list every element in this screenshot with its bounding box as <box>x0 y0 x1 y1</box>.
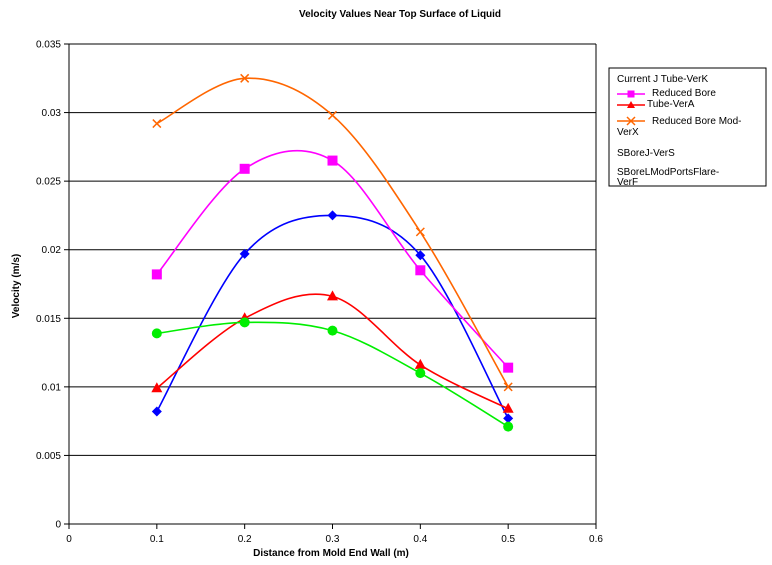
y-tick-label: 0.02 <box>42 245 62 256</box>
series-line <box>156 77 509 388</box>
data-point <box>151 382 163 393</box>
data-point <box>327 290 338 301</box>
legend-label-sborej-vers: SBoreJ-VerS <box>617 148 675 159</box>
series-line <box>156 321 509 428</box>
legend-label-reduced-bore-tube-vera-line1: Reduced Bore <box>652 88 716 99</box>
legend-box <box>608 67 767 187</box>
y-tick-label: 0 <box>55 520 61 531</box>
legend-label-reduced-bore-tube-vera-line2: Tube-VerA <box>647 99 695 110</box>
legend-label-sborelmodportsflare-verf-line1: SBoreLModPortsFlare- <box>617 167 719 178</box>
legend-marker-triangle <box>627 101 635 108</box>
series-3 <box>152 73 513 392</box>
y-tick-label: 0.03 <box>42 108 62 119</box>
data-point <box>152 119 162 129</box>
data-point <box>415 265 426 276</box>
data-point <box>503 362 514 373</box>
chart-title: Velocity Values Near Top Surface of Liqu… <box>299 9 501 20</box>
data-point <box>327 325 338 336</box>
series-layer <box>151 73 514 432</box>
legend-marker-square <box>627 90 635 98</box>
chart-axes: 0 0.005 0.01 0.015 0.02 0.025 0.03 0.035 0 0.1 0.2… <box>36 40 603 546</box>
x-tick-label: 0.3 <box>326 534 340 545</box>
series-4 <box>151 317 514 432</box>
legend-marker-x <box>626 116 636 126</box>
legend-label-reduced-bore-mod-verx-line2: VerX <box>617 127 639 138</box>
data-point <box>239 163 250 174</box>
series-2 <box>151 290 514 413</box>
x-tick-label: 0 <box>66 534 72 545</box>
data-point <box>240 73 250 83</box>
data-point <box>151 328 162 339</box>
series-0 <box>151 210 514 424</box>
legend-label-current-j-tube-verk: Current J Tube-VerK <box>617 74 708 85</box>
data-point <box>151 406 162 417</box>
y-axis-title: Velocity (m/s) <box>11 254 22 318</box>
series-line <box>156 214 509 419</box>
chart-legend: Current J Tube-VerK Reduced Bore Tube-Ve… <box>608 67 767 188</box>
x-tick-label: 0.2 <box>238 534 252 545</box>
y-tick-label: 0.01 <box>42 382 62 393</box>
y-tick-label: 0.035 <box>36 40 61 51</box>
data-point <box>327 155 338 166</box>
x-tick-label: 0.6 <box>589 534 603 545</box>
x-tick-label: 0.4 <box>413 534 427 545</box>
legend-label-reduced-bore-mod-verx-line1: Reduced Bore Mod- <box>652 116 742 127</box>
data-point <box>415 250 426 261</box>
y-tick-label: 0.005 <box>36 451 61 462</box>
data-point <box>151 269 162 280</box>
x-tick-label: 0.1 <box>150 534 164 545</box>
data-point <box>503 421 514 432</box>
data-point <box>239 248 250 259</box>
series-1 <box>151 149 514 373</box>
legend-label-sborelmodportsflare-verf-line2: VerF <box>617 177 638 188</box>
data-point <box>415 368 426 379</box>
chart-grid <box>69 43 596 456</box>
data-point <box>239 317 250 328</box>
data-point <box>327 210 338 221</box>
data-point <box>414 358 426 369</box>
y-tick-label: 0.025 <box>36 177 61 188</box>
data-point <box>415 227 425 237</box>
data-point <box>327 110 338 120</box>
x-axis-title: Distance from Mold End Wall (m) <box>253 548 409 559</box>
x-tick-label: 0.5 <box>501 534 515 545</box>
data-point <box>503 382 513 392</box>
data-point <box>502 402 514 413</box>
y-tick-label: 0.015 <box>36 314 61 325</box>
data-point <box>503 413 514 424</box>
